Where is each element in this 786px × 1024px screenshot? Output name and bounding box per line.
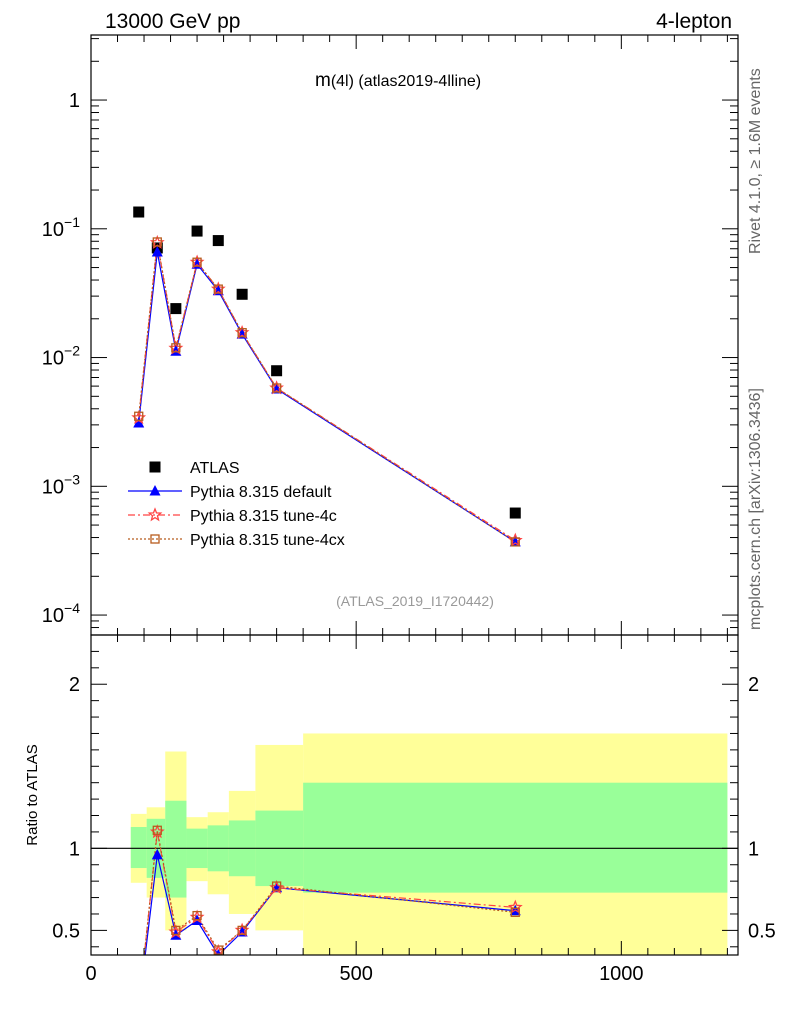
plot-title-m: m bbox=[315, 70, 331, 91]
main-point-s1-0 bbox=[133, 417, 145, 428]
ytick-base: 1 bbox=[69, 90, 80, 112]
main-ytick-label-4: 10−4 bbox=[42, 600, 80, 627]
header-right: 4-lepton bbox=[656, 10, 732, 33]
ratio-ytick-label-right-1: 1 bbox=[748, 838, 759, 860]
ratio-ylabel: Ratio to ATLAS bbox=[24, 744, 41, 845]
ratio-series-group bbox=[143, 824, 523, 955]
plot-title-rest: (atlas2019-4lline) bbox=[354, 73, 481, 90]
legend-label-1: Pythia 8.315 default bbox=[190, 484, 332, 501]
ratio-point-s1-7 bbox=[507, 899, 523, 914]
ratio-ytick-label-right-0: 0.5 bbox=[748, 920, 776, 942]
ytick-exp: −3 bbox=[64, 471, 80, 487]
main-point-s3-4 bbox=[213, 284, 223, 294]
ratio-ytick-label-right-2: 2 bbox=[748, 674, 759, 696]
ratio-point-s2-3 bbox=[192, 910, 202, 921]
ratio-point-s2-6 bbox=[271, 881, 282, 891]
legend-marker-3 bbox=[150, 534, 160, 544]
ratio-point-s2-4 bbox=[213, 945, 223, 955]
main-point-s1-1 bbox=[151, 246, 163, 257]
legend-marker-0 bbox=[149, 461, 161, 473]
ratio-xtick-label-0: 0 bbox=[85, 963, 96, 985]
main-line-3 bbox=[138, 241, 516, 543]
main-frame bbox=[90, 34, 739, 636]
main-point-s0-5 bbox=[236, 288, 248, 300]
main-point-s3-6 bbox=[271, 383, 282, 393]
header-left: 13000 GeV pp bbox=[105, 10, 240, 33]
ytick-exp: −1 bbox=[64, 214, 80, 230]
analysis-watermark: (ATLAS_2019_I1720442) bbox=[336, 593, 494, 609]
main-point-s3-0 bbox=[134, 411, 144, 421]
ytick-exp: −2 bbox=[64, 343, 80, 359]
main-point-s0-4 bbox=[212, 235, 224, 247]
ratio-point-s2-7 bbox=[510, 907, 520, 917]
main-point-s0-0 bbox=[133, 206, 145, 218]
main-ytick-label-2: 10−2 bbox=[42, 343, 80, 370]
main-ytick-label-3: 10−3 bbox=[42, 471, 80, 498]
main-point-s3-3 bbox=[192, 257, 202, 267]
ratio-point-s0-1 bbox=[151, 848, 163, 860]
ratio-ytick-label-left-0: 0.5 bbox=[52, 920, 80, 942]
main-point-s0-7 bbox=[509, 507, 521, 519]
ratio-point-s2-5 bbox=[237, 925, 247, 936]
plot-title: m(4l) (atlas2019-4lline) bbox=[315, 70, 481, 91]
rivet-label: Rivet 4.1.0, ≥ 1.6M events bbox=[747, 68, 764, 254]
legend-label-3: Pythia 8.315 tune-4cx bbox=[190, 532, 345, 549]
main-ytick-label-0: 1 bbox=[69, 90, 80, 112]
ytick-base: 10 bbox=[42, 348, 64, 370]
main-point-s3-7 bbox=[510, 537, 520, 547]
ratio-point-s2-2 bbox=[171, 925, 181, 936]
main-point-s0-6 bbox=[271, 365, 283, 377]
ytick-base: 10 bbox=[42, 605, 64, 627]
ratio-line-2 bbox=[143, 830, 516, 955]
ratio-band-inner bbox=[303, 782, 728, 893]
main-point-s0-3 bbox=[191, 225, 203, 237]
main-point-s3-1 bbox=[152, 237, 162, 247]
legend-marker-1 bbox=[149, 485, 161, 496]
ytick-base: 10 bbox=[42, 219, 64, 241]
ratio-line-1 bbox=[143, 831, 516, 955]
legend-label-2: Pythia 8.315 tune-4c bbox=[190, 508, 337, 525]
ratio-ytick-label-left-2: 2 bbox=[69, 674, 80, 696]
legend-label-0: ATLAS bbox=[190, 460, 240, 477]
plot-title-sub: (4l) bbox=[331, 73, 354, 90]
ratio-xtick-label-2: 1000 bbox=[599, 963, 644, 985]
main-point-s3-2 bbox=[171, 343, 181, 353]
main-point-s0-2 bbox=[170, 303, 182, 315]
mcplots-label: mcplots.cern.ch [arXiv:1306.3436] bbox=[747, 388, 764, 630]
ratio-panel: 0.5 0.5 1 1 2 2 0 500 1000 bbox=[52, 634, 776, 985]
main-point-s3-5 bbox=[237, 328, 247, 338]
ytick-exp: −4 bbox=[64, 600, 80, 616]
ytick-base: 10 bbox=[42, 476, 64, 498]
ratio-band-inner bbox=[165, 800, 187, 898]
legend-marker-2 bbox=[147, 507, 163, 522]
main-ytick-label-1: 10−1 bbox=[42, 214, 80, 241]
ratio-point-s2-1 bbox=[152, 825, 162, 835]
ratio-xtick-label-1: 500 bbox=[339, 963, 372, 985]
ratio-ytick-label-left-1: 1 bbox=[69, 838, 80, 860]
ratio-band-inner bbox=[130, 827, 147, 869]
ratio-frame bbox=[90, 634, 739, 956]
